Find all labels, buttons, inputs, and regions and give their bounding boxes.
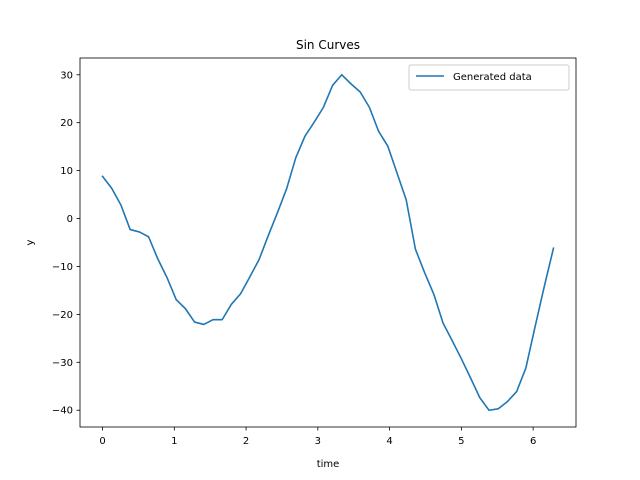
legend-box [408,64,570,91]
series-line-generated-data [101,73,555,412]
x-tick-label: 2 [243,436,249,447]
y-axis-ticks: −40 −30 −20 −10 0 10 20 30 [52,70,80,417]
x-axis-label: time [317,459,340,470]
x-tick-label: 4 [386,436,392,447]
y-axis-label: y [25,239,36,245]
x-tick-label: 1 [171,436,177,447]
x-tick-label: 6 [530,436,536,447]
x-tick-label: 3 [315,436,321,447]
x-tick-label: 0 [99,436,105,447]
chart-title: Sin Curves [296,38,360,52]
y-tick-label: 0 [67,214,73,225]
plot-area [80,58,576,427]
x-tick-label: 5 [458,436,464,447]
legend-label: Generated data [453,72,532,83]
y-tick-label: 10 [60,166,73,177]
plot-frame [79,57,577,428]
y-tick-label: −10 [52,262,73,273]
x-axis-ticks: 0 1 2 3 4 5 6 [99,427,536,447]
y-tick-label: −20 [52,310,73,321]
y-tick-label: −40 [52,406,73,417]
y-tick-label: −30 [52,358,73,369]
y-tick-label: 30 [60,70,73,81]
y-tick-label: 20 [60,118,73,129]
legend: Generated data [408,64,570,91]
